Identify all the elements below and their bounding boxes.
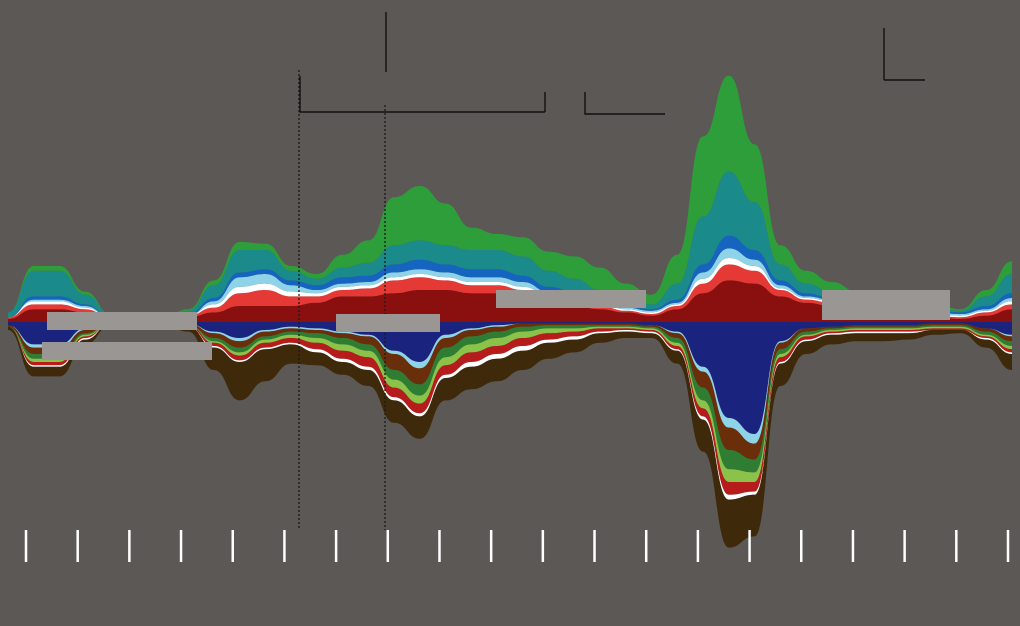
stream-layer-11 xyxy=(8,248,1012,321)
stream-label-box xyxy=(42,342,212,360)
x-axis-ticks xyxy=(24,530,1010,562)
stream-layer-13 xyxy=(8,171,1012,321)
stream-label-box xyxy=(336,314,440,332)
stream-label-box xyxy=(822,290,950,320)
stream-label-box xyxy=(47,312,197,330)
stream-layer-7 xyxy=(8,322,1012,548)
stream-label-box xyxy=(496,290,646,308)
stream-layer-0 xyxy=(8,322,1012,434)
annotation-overlays xyxy=(42,12,950,530)
event-bracket xyxy=(299,76,546,113)
event-bracket xyxy=(584,92,665,115)
stream-layer-12 xyxy=(8,235,1012,321)
